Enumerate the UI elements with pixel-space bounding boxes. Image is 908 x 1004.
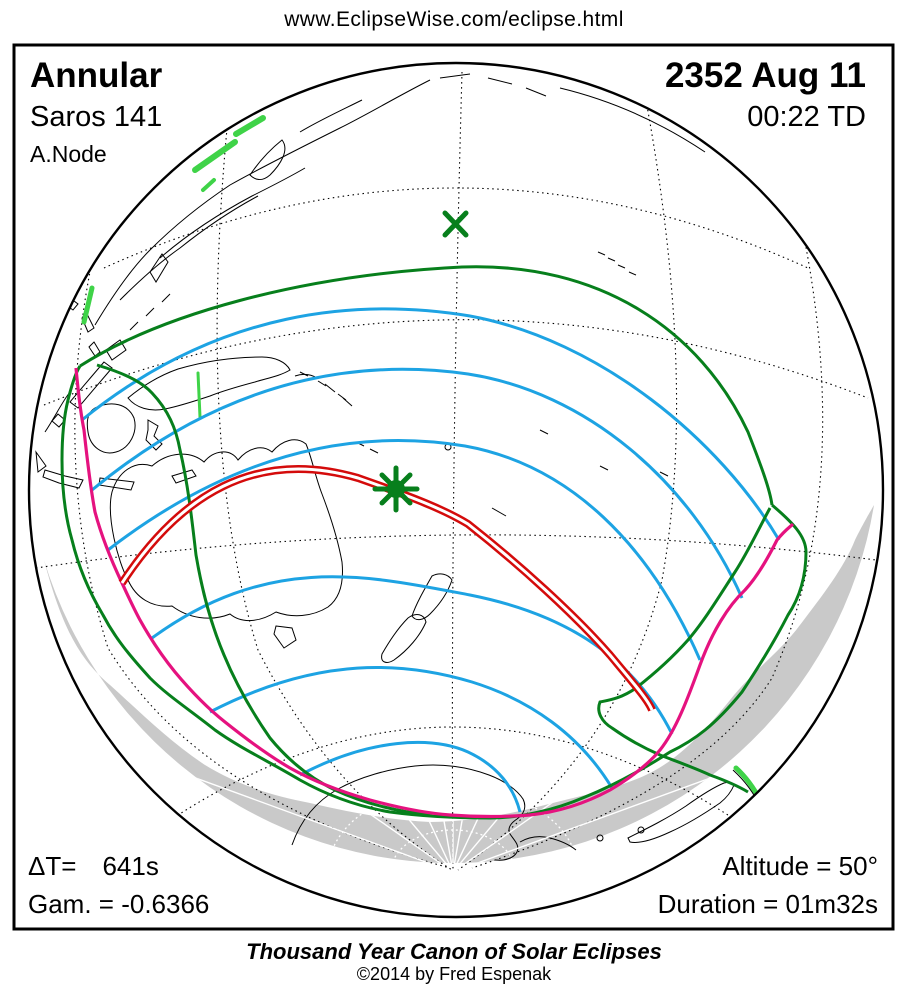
gamma-stat: Gam. = -0.6366 xyxy=(28,889,210,919)
map-frame xyxy=(12,43,895,931)
delta-t-stat: ΔT= 641s xyxy=(28,851,159,882)
node-label: A.Node xyxy=(30,141,107,167)
copyright: ©2014 by Fred Espenak xyxy=(356,964,552,984)
eclipse-date: 2352 Aug 11 xyxy=(664,56,866,95)
saros-label: Saros 141 xyxy=(30,101,163,133)
globe-limb xyxy=(27,61,885,919)
source-url: www.EclipseWise.com/eclipse.html xyxy=(284,8,624,31)
sub-solar-marker-x-icon xyxy=(442,210,469,238)
eclipse-time: 00:22 TD xyxy=(747,101,866,133)
canon-title: Thousand Year Canon of Solar Eclipses xyxy=(246,939,662,964)
night-region xyxy=(44,505,874,864)
globe-disk xyxy=(29,63,883,917)
annularity-path xyxy=(118,465,656,712)
rise-set-curve xyxy=(74,367,795,819)
altitude-stat: Altitude = 50° xyxy=(722,851,878,881)
eclipse-type-label: Annular xyxy=(30,56,163,95)
delta-t-label: ΔT= xyxy=(28,851,77,881)
duration-stat: Duration = 01m32s xyxy=(657,889,878,919)
delta-t-value: 641s xyxy=(102,851,159,881)
greatest-eclipse-marker-asterisk-icon xyxy=(372,465,420,513)
